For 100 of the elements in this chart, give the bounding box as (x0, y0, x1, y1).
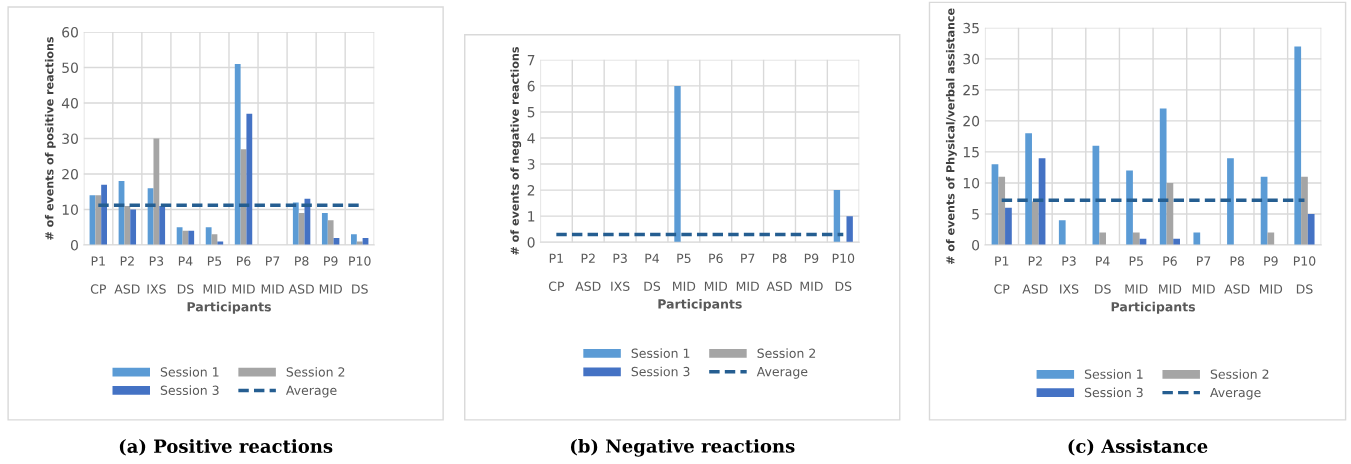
y-tick-label: 0 (527, 237, 535, 248)
bar (124, 205, 131, 245)
legend-label: Session 2 (757, 348, 816, 358)
legend-label: Session 2 (1210, 369, 1269, 379)
category-label: P6 MID (704, 253, 728, 291)
bar (998, 176, 1006, 245)
legend-label: Average (1210, 387, 1261, 400)
x-axis-title: Participants (1111, 301, 1196, 314)
category-label: P3 IXS (611, 253, 630, 291)
bar (1159, 108, 1167, 245)
y-tick-label: 3 (527, 159, 535, 170)
category-label: P4 DS (644, 253, 661, 291)
category-label: P4 DS (1095, 256, 1111, 294)
bar (246, 113, 253, 245)
y-tick-label: 25 (963, 84, 979, 96)
y-axis-title: # of events of positive reactions (44, 37, 56, 240)
category-label: P8 ASD (766, 253, 792, 291)
y-tick-label: 0 (70, 239, 78, 251)
y-tick-label: 40 (61, 97, 78, 109)
category-label: P2 ASD (1022, 256, 1048, 294)
category-label: P10 DS (832, 253, 855, 291)
bar (1301, 176, 1308, 245)
y-tick-label: 60 (62, 26, 78, 38)
category-label: P2 ASD (575, 253, 601, 291)
text: (a) Positive reactions (119, 439, 333, 456)
category-label: P7 MID (736, 253, 759, 291)
legend-label: Average (285, 385, 337, 398)
y-tick-label: 15 (963, 147, 979, 158)
bar (1267, 232, 1275, 245)
text: (c) Assistance (1068, 439, 1208, 456)
category-label: P2 ASD (114, 256, 140, 294)
legend-label: Session 1 (631, 348, 690, 358)
category-label: P9 MID (1260, 256, 1283, 294)
y-tick-label: 4 (527, 133, 535, 144)
category-label: P7 MID (1192, 256, 1215, 294)
y-tick-label: 5 (527, 107, 535, 118)
bar (176, 227, 183, 245)
category-label: P7 MID (261, 256, 284, 294)
category-label: P6 MID (1159, 256, 1182, 294)
legend-label: Session 3 (1084, 387, 1143, 398)
category-label: P5 MID (673, 253, 696, 291)
bar (1058, 220, 1066, 245)
legend-label: Average (756, 367, 808, 379)
category-label: P6 MID (232, 256, 255, 294)
y-tick-label: 50 (62, 62, 78, 73)
category-label: P1 CP (548, 253, 565, 291)
y-tick-label: 35 (963, 22, 979, 34)
bar (234, 63, 241, 245)
y-axis-title: # of events of negative reactions (510, 47, 522, 255)
bar (205, 227, 212, 245)
y-tick-label: 20 (62, 168, 78, 180)
bar (1294, 46, 1302, 245)
bar (188, 230, 195, 245)
legend-label: Session 3 (631, 366, 690, 377)
text: (b) Negative reactions (570, 438, 795, 457)
bar (159, 205, 166, 245)
bar (327, 220, 334, 245)
x-axis-title: Participants (187, 301, 271, 314)
y-tick-label: 10 (62, 204, 78, 215)
y-tick-label: 6 (527, 80, 535, 92)
y-tick-label: 2 (527, 185, 535, 196)
y-tick-label: 7 (527, 55, 535, 66)
category-label: P10 DS (349, 256, 371, 294)
bar (101, 184, 107, 245)
legend-label: Session 2 (286, 366, 345, 377)
bar (1099, 232, 1106, 245)
y-tick-label: 20 (963, 115, 980, 127)
category-label: P3 IXS (1060, 256, 1079, 294)
bar (1025, 133, 1032, 245)
category-label: P8 ASD (288, 256, 314, 294)
bar (298, 213, 305, 245)
category-label: P5 MID (203, 256, 226, 294)
bar (153, 138, 160, 245)
bar (846, 216, 853, 243)
category-label: P8 ASD (1224, 256, 1250, 294)
category-label: P9 MID (800, 253, 823, 291)
bar (292, 202, 299, 245)
bar (1132, 232, 1140, 245)
bar (1031, 201, 1039, 245)
category-label: P10 DS (1293, 256, 1316, 294)
bar (833, 190, 841, 243)
category-label: P5 MID (1125, 256, 1148, 294)
legend-label: Session 3 (160, 385, 219, 396)
bar (1005, 207, 1012, 245)
y-tick-label: 1 (528, 211, 535, 222)
bar (674, 85, 681, 243)
bar (321, 213, 328, 245)
category-label: P1 CP (994, 256, 1010, 294)
bar (1193, 232, 1201, 245)
y-tick-label: 10 (963, 177, 980, 189)
legend-label: Session 1 (160, 366, 219, 377)
x-axis-title: Participants (658, 298, 742, 312)
y-axis-title: # of events of Physical/verbal assistance (945, 8, 957, 265)
bar (95, 195, 102, 245)
bar (350, 234, 357, 245)
y-tick-label: 30 (963, 53, 980, 65)
bar (1227, 158, 1234, 245)
bar (130, 209, 137, 245)
y-tick-label: 30 (62, 133, 78, 144)
y-tick-label: 0 (972, 239, 980, 251)
